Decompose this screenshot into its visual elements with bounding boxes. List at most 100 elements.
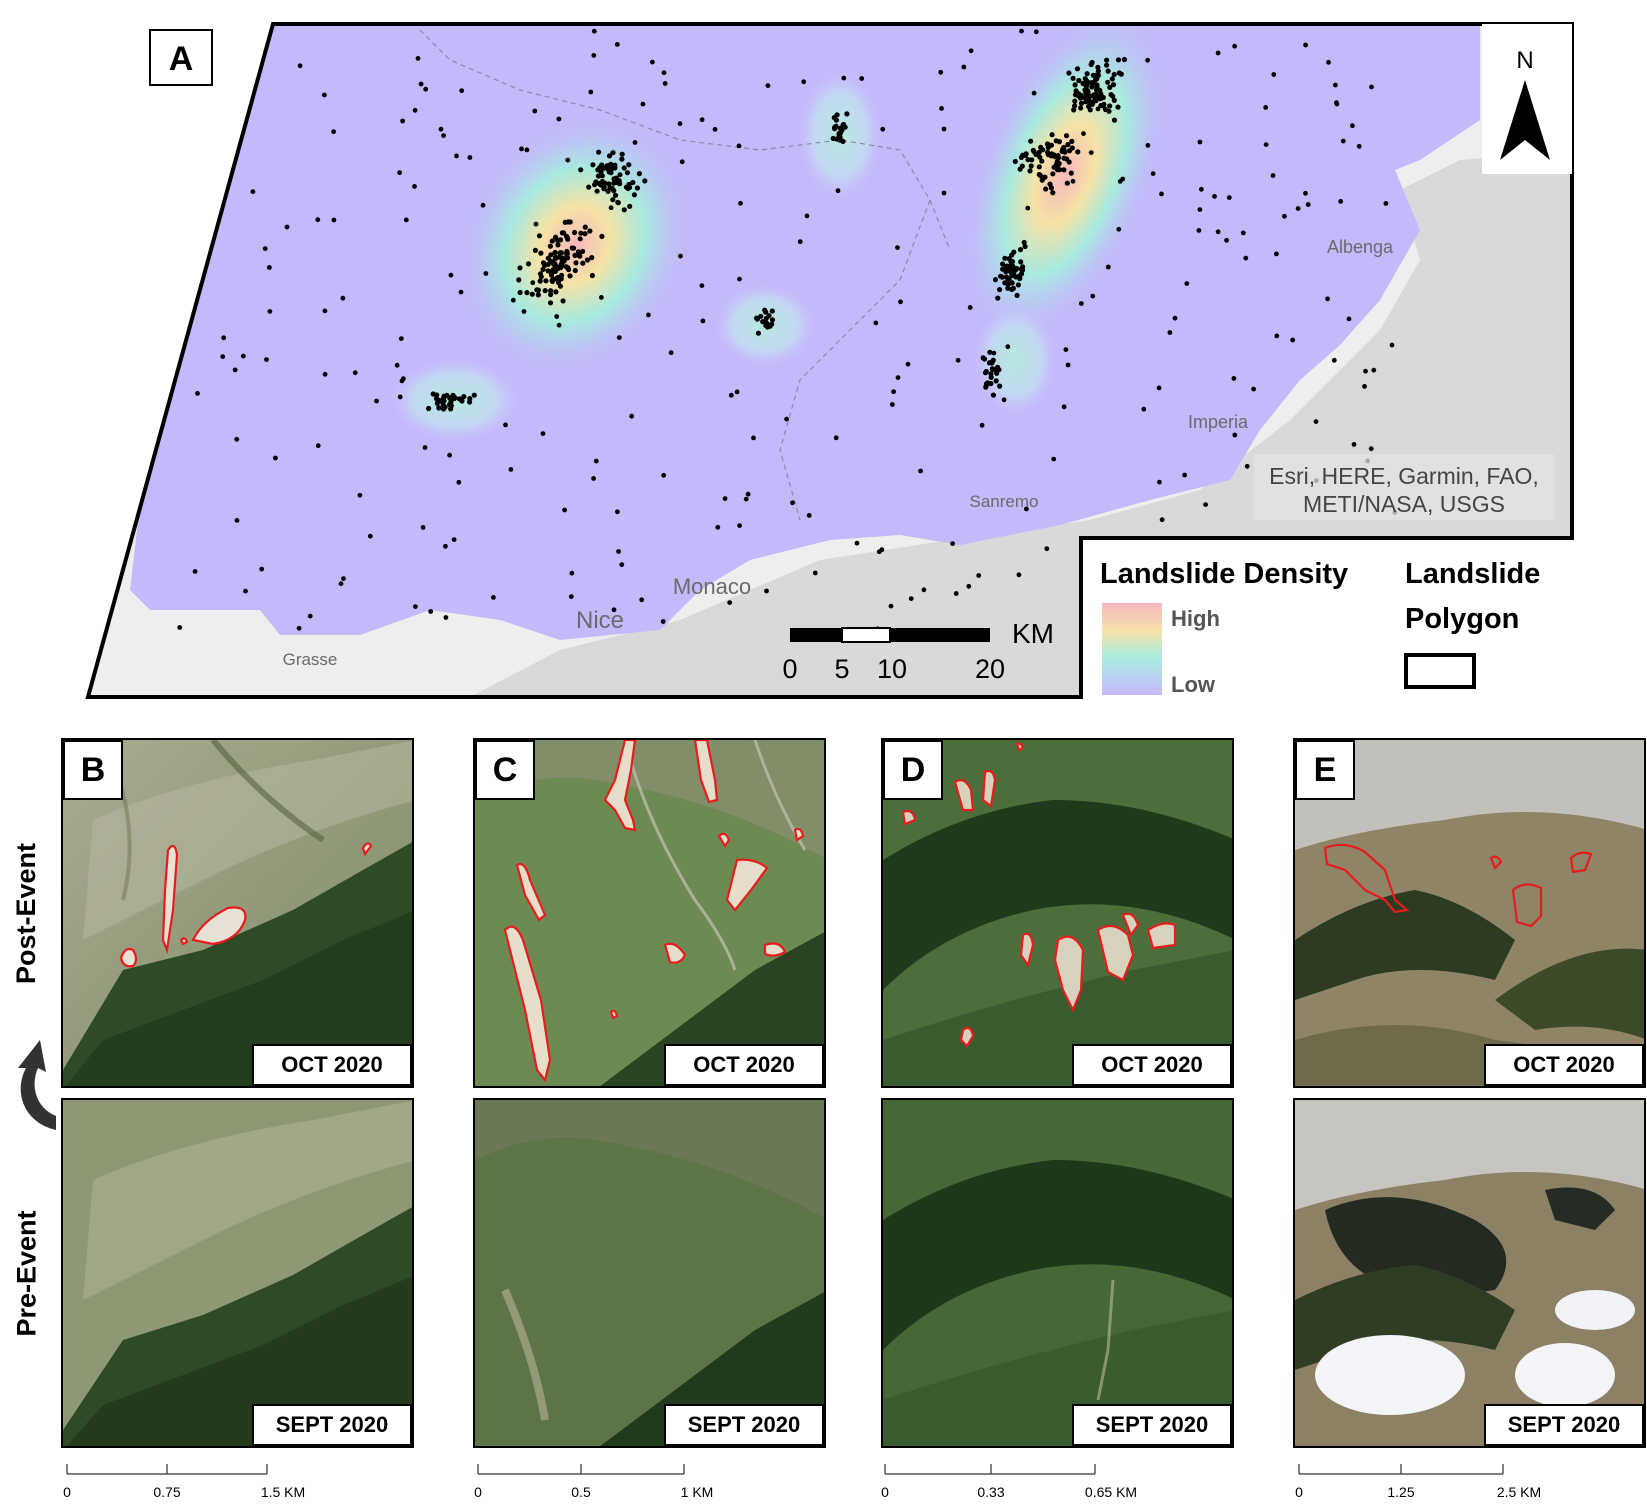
landslide-point xyxy=(1061,404,1067,410)
scalebar-e-line xyxy=(1298,1464,1504,1475)
landslide-point xyxy=(584,257,591,263)
legend-low: Low xyxy=(1171,672,1216,697)
landslide-polygon xyxy=(901,809,917,826)
landslide-polygon xyxy=(717,832,731,849)
landslide-point xyxy=(939,106,944,111)
landslide-point xyxy=(297,63,303,69)
landslide-point xyxy=(839,127,845,134)
landslide-point xyxy=(562,219,568,225)
landslide-point xyxy=(340,295,346,301)
landslide-point xyxy=(593,179,599,185)
landslide-point xyxy=(1078,100,1085,106)
landslide-point xyxy=(1028,138,1034,144)
landslide-point xyxy=(582,224,588,230)
satellite-image-d-pre xyxy=(883,1100,1232,1446)
satellite-image-b-post xyxy=(63,740,412,1086)
landslide-point xyxy=(578,230,584,236)
landslide-point xyxy=(331,217,337,223)
panel-letter-d: D xyxy=(883,740,943,800)
landslide-point xyxy=(997,383,1003,389)
landslide-point xyxy=(397,170,402,176)
landslide-point xyxy=(755,330,762,336)
landslide-point xyxy=(1203,502,1208,507)
landslide-point xyxy=(1027,168,1033,174)
landslide-point xyxy=(763,309,769,315)
landslide-point xyxy=(565,157,571,163)
place-label-grasse: Grasse xyxy=(283,650,338,669)
landslide-point xyxy=(1095,72,1101,78)
landslide-point xyxy=(1050,171,1056,177)
legend-high: High xyxy=(1171,606,1220,631)
landslide-point xyxy=(1014,292,1020,298)
landslide-point xyxy=(1005,282,1011,288)
landslide-point xyxy=(508,467,514,472)
landslide-point xyxy=(240,353,246,359)
landslide-point xyxy=(596,149,602,155)
landslide-polygon xyxy=(609,1009,619,1020)
landslide-point xyxy=(595,173,602,179)
landslide-point xyxy=(1157,479,1162,485)
landslide-point xyxy=(441,133,446,139)
landslide-point xyxy=(548,288,554,294)
panel-letter-e: E xyxy=(1295,740,1355,800)
landslide-point xyxy=(1110,93,1116,99)
landslide-point xyxy=(629,413,635,419)
landslide-point xyxy=(976,573,982,578)
north-label: N xyxy=(1516,47,1533,74)
landslide-point xyxy=(983,382,989,388)
landslide-point xyxy=(556,322,562,328)
landslide-point xyxy=(262,246,268,252)
landslide-point xyxy=(1115,104,1121,110)
landslide-point xyxy=(699,283,705,288)
landslide-point xyxy=(1019,267,1026,273)
landslide-point xyxy=(832,124,838,130)
landslide-point xyxy=(806,513,812,518)
landslide-point xyxy=(1389,342,1395,348)
landslide-point xyxy=(461,394,467,400)
landslide-point xyxy=(895,375,901,380)
landslide-point xyxy=(801,79,807,85)
landslide-point xyxy=(1105,79,1111,85)
landslide-point xyxy=(1215,229,1221,235)
landslide-polygon xyxy=(179,937,189,946)
place-label-imperia: Imperia xyxy=(1188,412,1249,432)
landslide-point xyxy=(1017,247,1024,253)
landslide-point xyxy=(734,389,740,395)
landslide-point xyxy=(609,185,615,191)
landslide-point xyxy=(471,392,477,398)
landslide-point xyxy=(888,603,894,609)
landslide-point xyxy=(646,312,651,318)
landslide-point xyxy=(1009,280,1015,286)
landslide-point xyxy=(1016,572,1022,578)
scale-tick-5: 5 xyxy=(834,654,849,684)
scale-tick-20: 20 xyxy=(975,654,1005,684)
panel-b-post: B OCT 2020 xyxy=(61,738,414,1088)
scale-c-tick-0: 0 xyxy=(474,1484,482,1500)
landslide-point xyxy=(426,405,432,412)
place-label-monaco: Monaco xyxy=(673,574,751,599)
landslide-point xyxy=(545,268,551,274)
landslide-point xyxy=(1104,57,1110,63)
landslide-point xyxy=(503,422,508,428)
landslide-point xyxy=(568,594,574,599)
landslide-point xyxy=(413,604,418,609)
landslide-point xyxy=(458,289,464,295)
curved-arrow-icon xyxy=(18,1040,56,1130)
landslide-point xyxy=(1037,154,1043,160)
border-line xyxy=(779,199,931,521)
landslide-point xyxy=(766,313,772,319)
panel-d-post: D OCT 2020 xyxy=(881,738,1234,1088)
landslide-point xyxy=(443,615,449,620)
landslide-point xyxy=(1070,75,1076,81)
landslide-point xyxy=(434,392,440,398)
landslide-point xyxy=(284,224,290,230)
landslide-polygon xyxy=(793,827,805,842)
landslide-point xyxy=(1078,301,1084,306)
satellite-image-b-pre xyxy=(63,1100,412,1446)
landslide-polygon xyxy=(1015,742,1025,752)
landslide-point xyxy=(1305,202,1311,207)
landslide-point xyxy=(1251,386,1256,392)
landslide-point xyxy=(616,178,622,184)
satellite-image-e-pre xyxy=(1295,1100,1644,1446)
landslide-polygon xyxy=(953,779,975,812)
